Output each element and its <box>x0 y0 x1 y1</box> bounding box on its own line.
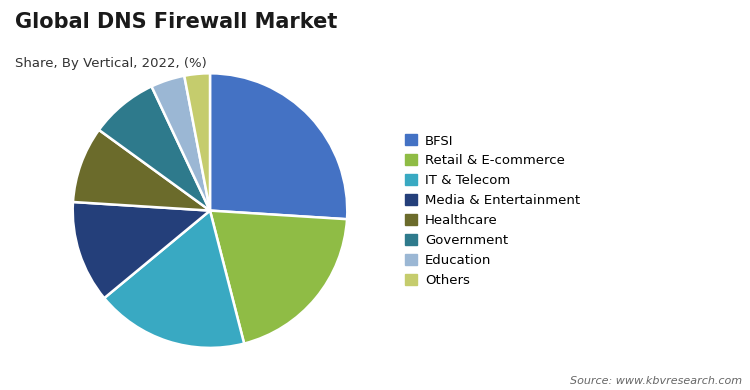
Wedge shape <box>210 73 347 219</box>
Wedge shape <box>152 76 210 211</box>
Wedge shape <box>104 211 244 348</box>
Text: Share, By Vertical, 2022, (%): Share, By Vertical, 2022, (%) <box>15 57 207 69</box>
Wedge shape <box>184 73 210 211</box>
Wedge shape <box>73 202 210 298</box>
Wedge shape <box>210 211 347 344</box>
Text: Source: www.kbvresearch.com: Source: www.kbvresearch.com <box>570 376 742 386</box>
Legend: BFSI, Retail & E-commerce, IT & Telecom, Media & Entertainment, Healthcare, Gove: BFSI, Retail & E-commerce, IT & Telecom,… <box>405 135 580 287</box>
Wedge shape <box>99 87 210 211</box>
Text: Global DNS Firewall Market: Global DNS Firewall Market <box>15 12 338 32</box>
Wedge shape <box>73 130 210 211</box>
